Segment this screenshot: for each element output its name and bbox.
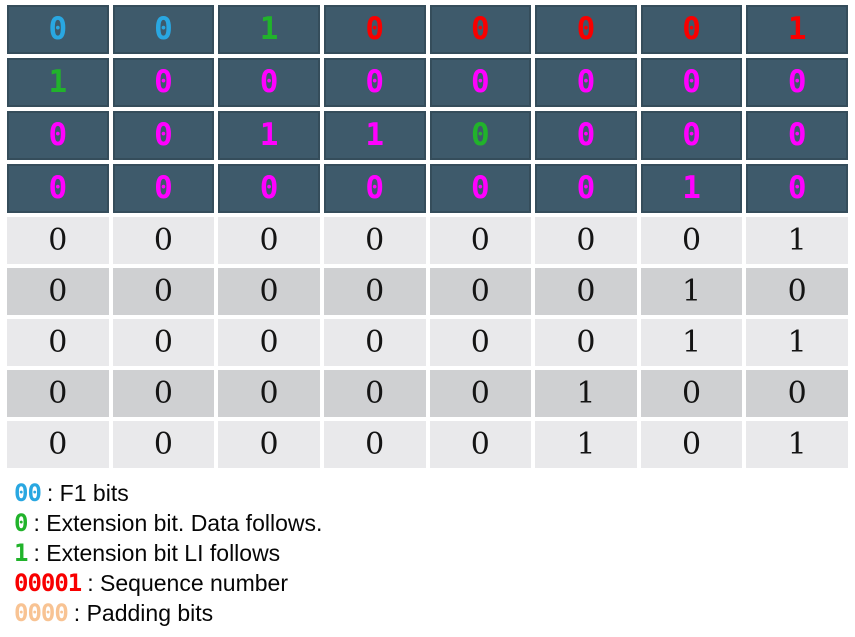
bit-cell: 0 — [323, 421, 426, 468]
bit-cell: 0 — [218, 421, 320, 468]
bit-cell: 0 — [535, 111, 637, 160]
legend-label: : F1 bits — [46, 480, 129, 506]
bit-cell: 0 — [429, 5, 532, 54]
bit-cell: 0 — [7, 111, 109, 160]
bit-cell: 0 — [218, 164, 320, 213]
legend-label: : Extension bit LI follows — [33, 540, 281, 566]
bit-cell: 0 — [535, 268, 637, 315]
legend-item: 0: Extension bit. Data follows. — [14, 508, 322, 538]
bit-cell: 0 — [112, 268, 215, 315]
bit-cell: 0 — [746, 164, 848, 213]
legend-label: : Sequence number — [87, 570, 288, 596]
legend-bits: 0000 — [14, 599, 69, 627]
bit-cell: 0 — [746, 58, 848, 107]
bit-cell: 0 — [7, 217, 109, 264]
legend-label: : Extension bit. Data follows. — [33, 510, 323, 536]
bit-cell: 0 — [112, 58, 215, 107]
bit-cell: 0 — [535, 58, 637, 107]
bit-cell: 0 — [218, 58, 320, 107]
bit-cell: 0 — [323, 164, 426, 213]
bit-cell: 1 — [746, 5, 848, 54]
bit-cell: 1 — [218, 111, 320, 160]
bit-cell: 0 — [112, 217, 215, 264]
legend-bits: 1 — [14, 539, 28, 567]
bit-cell: 0 — [112, 5, 215, 54]
bit-cell: 0 — [429, 268, 532, 315]
bit-cell: 0 — [535, 5, 637, 54]
bit-cell: 0 — [7, 319, 109, 366]
bit-cell: 0 — [323, 370, 426, 417]
bit-cell: 0 — [323, 217, 426, 264]
bit-cell: 0 — [112, 370, 215, 417]
legend-item: 1: Extension bit LI follows — [14, 538, 322, 568]
bit-cell: 1 — [7, 58, 109, 107]
bit-cell: 1 — [640, 164, 743, 213]
legend-label: : Padding bits — [73, 600, 214, 626]
legend-item: 0000: Padding bits — [14, 598, 322, 628]
bit-cell: 0 — [323, 58, 426, 107]
bit-cell: 1 — [746, 319, 848, 366]
bit-cell: 0 — [535, 217, 637, 264]
bit-cell: 0 — [746, 370, 848, 417]
bit-cell: 0 — [429, 421, 532, 468]
bit-cell: 0 — [429, 370, 532, 417]
bit-cell: 0 — [112, 164, 215, 213]
bit-cell: 0 — [746, 111, 848, 160]
bit-cell: 1 — [535, 370, 637, 417]
legend-bits: 00001 — [14, 569, 82, 597]
bit-cell: 0 — [323, 319, 426, 366]
bit-cell: 0 — [429, 319, 532, 366]
bit-cell: 0 — [746, 268, 848, 315]
bit-cell: 0 — [7, 164, 109, 213]
legend-bits: 0 — [14, 509, 28, 537]
bit-cell: 0 — [218, 217, 320, 264]
bit-cell: 0 — [429, 217, 532, 264]
bit-cell: 1 — [746, 217, 848, 264]
bit-cell: 0 — [640, 370, 743, 417]
bit-cell: 0 — [218, 268, 320, 315]
bit-cell: 1 — [323, 111, 426, 160]
bit-cell: 1 — [640, 319, 743, 366]
legend-item: 00: F1 bits — [14, 478, 322, 508]
bit-cell: 0 — [112, 421, 215, 468]
bit-cell: 0 — [429, 58, 532, 107]
legend-bits: 00 — [14, 479, 42, 507]
bit-cell: 0 — [218, 319, 320, 366]
bit-cell: 0 — [429, 164, 532, 213]
bit-cell: 1 — [218, 5, 320, 54]
bit-cell: 1 — [746, 421, 848, 468]
bit-cell: 0 — [7, 268, 109, 315]
bit-cell: 0 — [112, 111, 215, 160]
bit-cell: 0 — [640, 217, 743, 264]
bit-cell: 0 — [640, 58, 743, 107]
legend: 00: F1 bits 0: Extension bit. Data follo… — [14, 478, 322, 628]
bit-cell: 0 — [112, 319, 215, 366]
bit-cell: 0 — [323, 268, 426, 315]
bit-cell: 1 — [535, 421, 637, 468]
legend-item: 00001: Sequence number — [14, 568, 322, 598]
bit-cell: 0 — [7, 370, 109, 417]
bit-cell: 0 — [640, 111, 743, 160]
bit-cell: 0 — [535, 319, 637, 366]
bit-cell: 0 — [323, 5, 426, 54]
bit-cell: 0 — [640, 421, 743, 468]
bit-cell: 0 — [429, 111, 532, 160]
bit-cell: 0 — [7, 421, 109, 468]
bit-cell: 1 — [640, 268, 743, 315]
bit-cell: 0 — [218, 370, 320, 417]
bit-cell: 0 — [640, 5, 743, 54]
bit-cell: 0 — [535, 164, 637, 213]
bit-cell: 0 — [7, 5, 109, 54]
